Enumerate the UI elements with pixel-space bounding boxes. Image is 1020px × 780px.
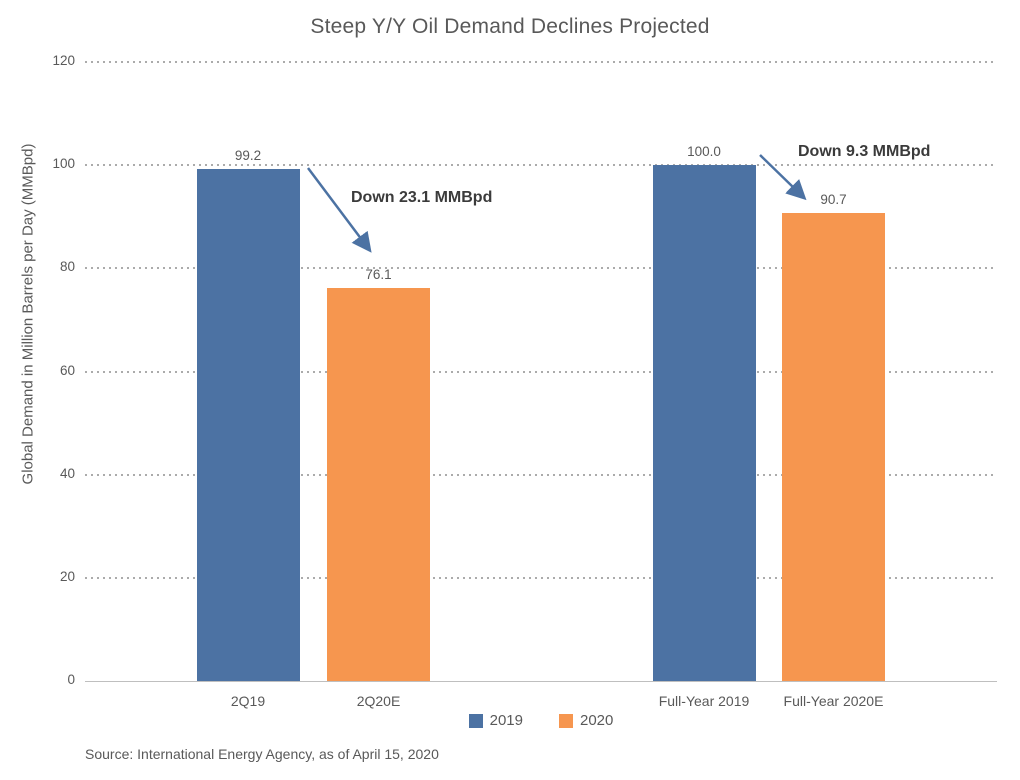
bar-2Q20E [327,288,430,681]
gridline-100 [85,164,997,167]
bar-Full-Year 2019 [652,165,756,681]
legend-label: 2020 [580,712,614,729]
bar-value-label: 90.7 [820,192,847,208]
gridline-20 [85,576,997,579]
annotation-down-23-1: Down 23.1 MMBpd [351,189,493,206]
x-category-label: Full-Year 2019 [658,693,750,709]
legend-item-2019: 2019 [468,712,523,729]
bar-value-label: 99.2 [234,148,262,164]
y-tick-label-80: 80 [59,259,75,275]
bar-value-label: 100.0 [687,144,721,160]
gridline-40 [85,473,997,476]
plot-area: Down 23.1 MMBpd Down 9.3 MMBpd 0 20 40 60 80… [52,53,997,709]
x-category-label: 2Q19 [230,693,266,709]
x-category-label: Full-Year 2020E [783,693,884,709]
y-axis-title: Global Demand in Million Barrels per Day… [19,143,37,485]
legend-label: 2019 [489,712,523,729]
legend-item-2020: 2020 [559,712,613,729]
chart-title: Steep Y/Y Oil Demand Declines Projected [310,15,710,38]
legend-swatch-2020 [559,713,573,728]
y-tick-label-100: 100 [52,156,75,172]
legend-swatch-2019 [468,713,483,728]
bar-value-label: 76.1 [365,267,392,283]
bar-2Q19 [196,169,300,681]
x-axis-line [85,681,997,682]
y-tick-label-120: 120 [52,53,75,68]
y-tick-label-0: 0 [67,672,75,687]
gridline-60 [85,370,997,373]
gridline-120 [85,61,997,63]
x-category-label: 2Q20E [356,693,401,709]
bar-Full-Year 2020E [782,213,885,681]
gridline-80 [85,267,997,270]
annotation-down-9-3: Down 9.3 MMBpd [798,143,931,160]
down-arrow-fullyear [759,154,807,201]
y-tick-label-20: 20 [59,568,75,584]
legend: 2019 2020 [85,712,997,729]
y-tick-label-40: 40 [59,465,75,481]
y-tick-label-60: 60 [59,362,75,378]
source-note: Source: International Energy Agency, as … [85,746,439,762]
